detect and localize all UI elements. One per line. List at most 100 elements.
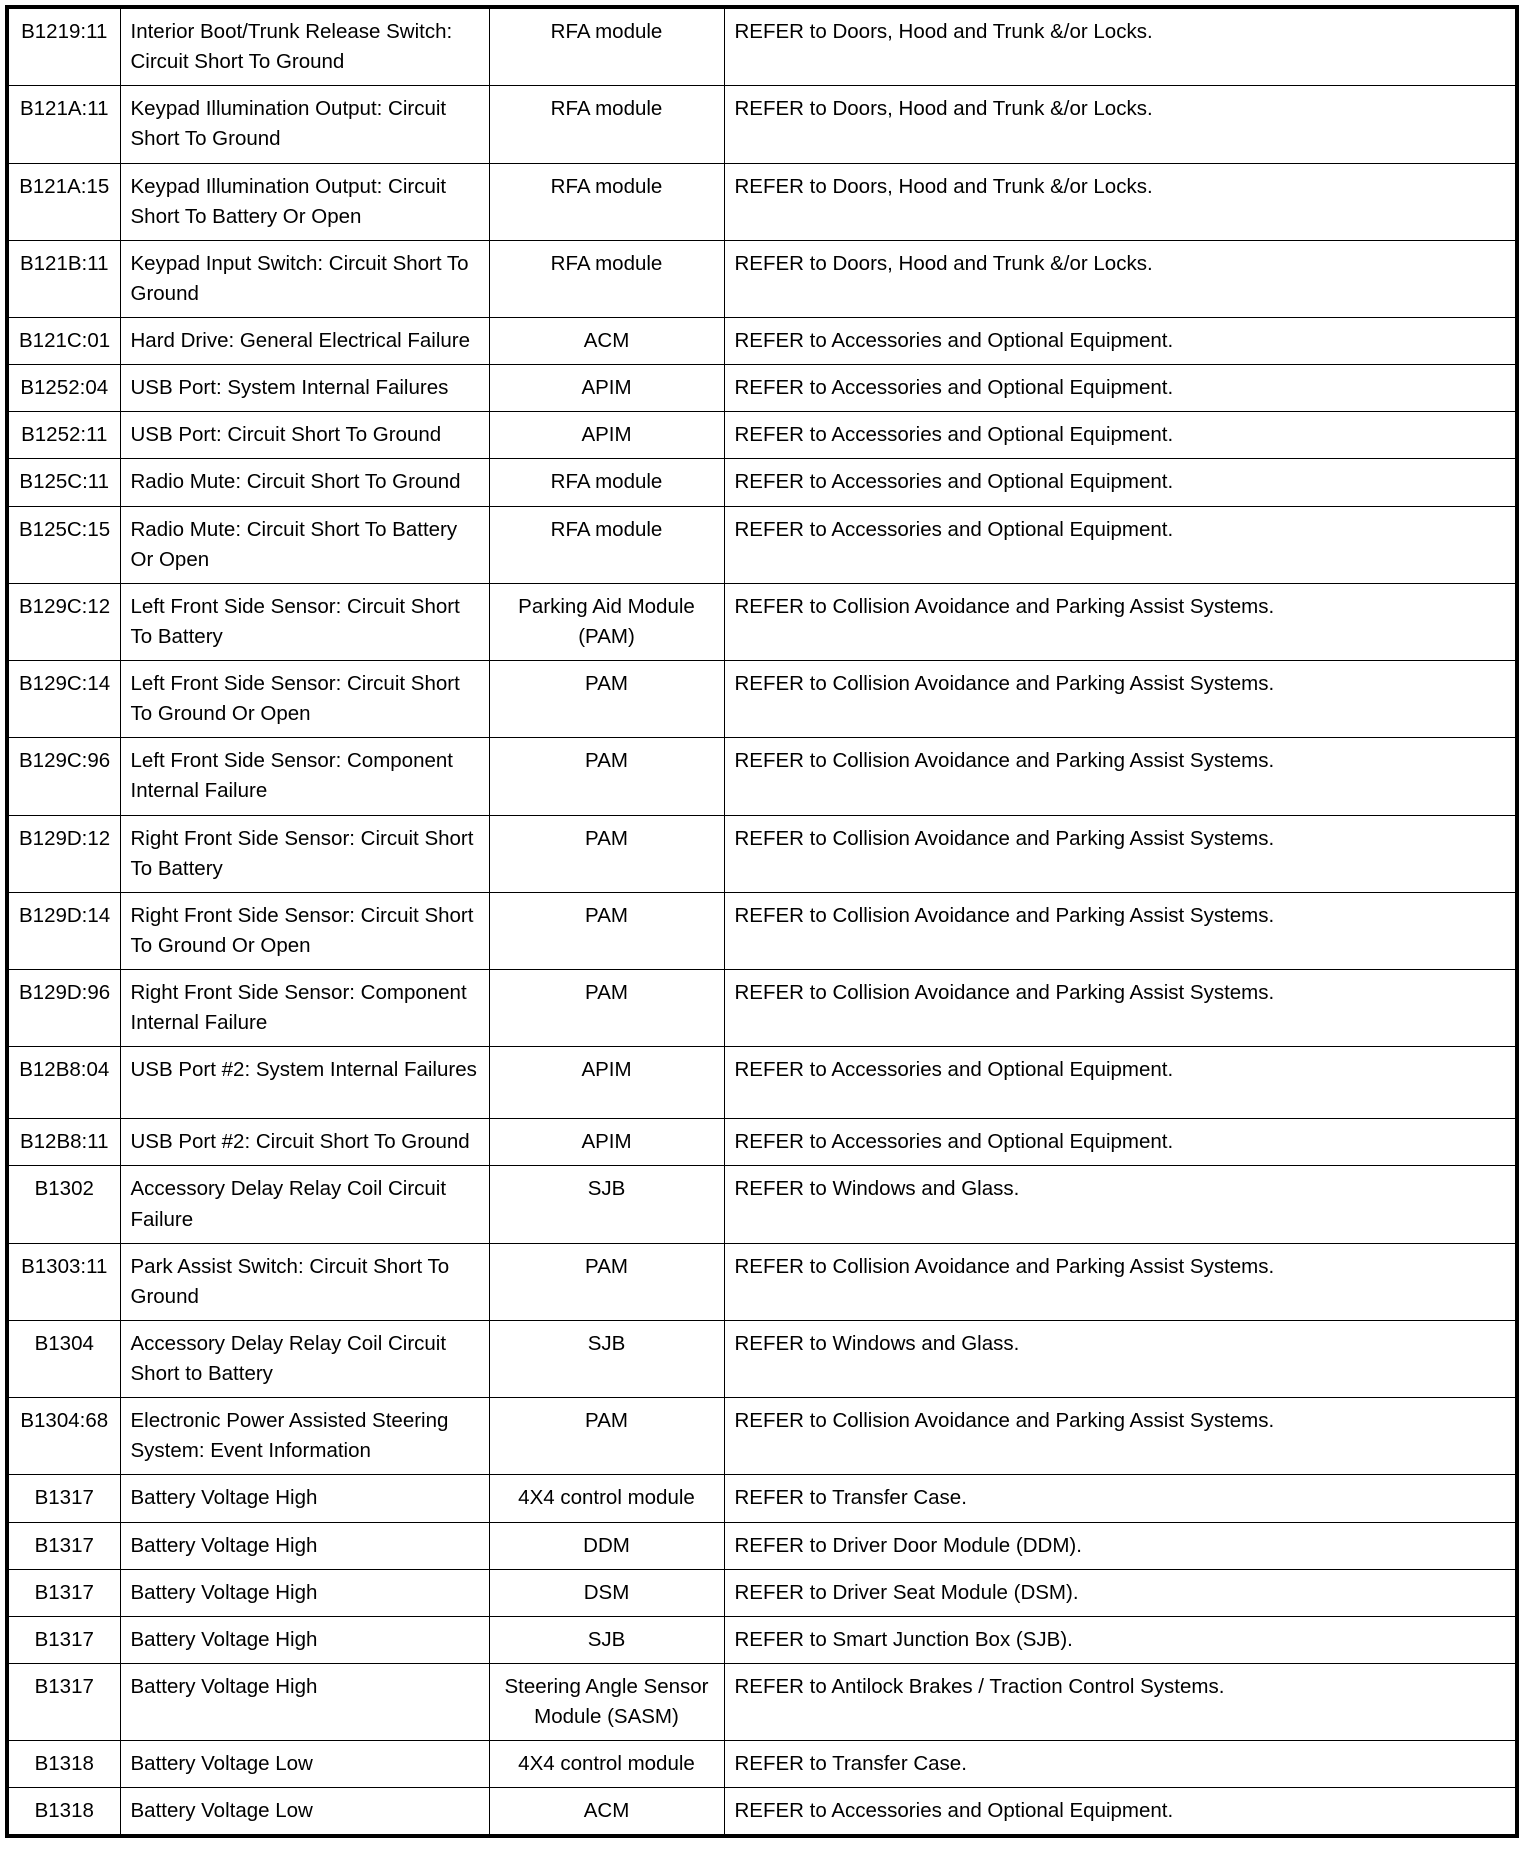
dtc-action-cell: REFER to Collision Avoidance and Parking… (723, 891, 1518, 971)
dtc-table-body: B1219:11 Interior Boot/Trunk Release Swit… (6, 6, 1518, 1837)
dtc-description-cell: Left Front Side Sensor: Component Intern… (119, 737, 490, 816)
dtc-action-cell: REFER to Accessories and Optional Equipm… (723, 1118, 1518, 1167)
dtc-code-cell: B1302 (6, 1165, 121, 1244)
dtc-description-cell: USB Port #2: System Internal Failures (119, 1046, 490, 1120)
dtc-code-cell: B12B8:11 (6, 1118, 121, 1167)
table-row: B12B8:11 USB Port #2: Circuit Short To Gr… (6, 1118, 1518, 1167)
dtc-code-cell: B1317 (6, 1521, 121, 1570)
dtc-code-cell: B1317 (6, 1474, 121, 1523)
dtc-description-cell: Battery Voltage High (119, 1521, 490, 1570)
table-row: B1304 Accessory Delay Relay Coil Circuit … (6, 1319, 1518, 1399)
table-row: B125C:15 Radio Mute: Circuit Short To Bat… (6, 505, 1518, 584)
table-row: B125C:11 Radio Mute: Circuit Short To Gro… (6, 458, 1518, 507)
dtc-action-cell: REFER to Driver Door Module (DDM). (723, 1521, 1518, 1570)
dtc-description-cell: Right Front Side Sensor: Circuit Short T… (119, 891, 490, 971)
dtc-module-cell: 4X4 control module (488, 1474, 725, 1523)
table-row: B12B8:04 USB Port #2: System Internal Fai… (6, 1046, 1518, 1120)
dtc-action-cell: REFER to Doors, Hood and Trunk &/or Lock… (723, 239, 1518, 319)
dtc-description-cell: Battery Voltage Low (119, 1787, 490, 1837)
table-row: B121A:11 Keypad Illumination Output: Circ… (6, 85, 1518, 164)
table-row: B1304:68 Electronic Power Assisted Steeri… (6, 1397, 1518, 1476)
dtc-action-cell: REFER to Accessories and Optional Equipm… (723, 1787, 1518, 1837)
dtc-module-cell: Parking Aid Module (PAM) (488, 582, 725, 662)
dtc-code-cell: B129C:96 (6, 737, 121, 816)
table-row: B1219:11 Interior Boot/Trunk Release Swit… (6, 6, 1518, 87)
dtc-code-cell: B1304 (6, 1319, 121, 1399)
dtc-code-cell: B121A:11 (6, 85, 121, 164)
dtc-action-cell: REFER to Accessories and Optional Equipm… (723, 364, 1518, 413)
table-row: B129D:96 Right Front Side Sensor: Compone… (6, 968, 1518, 1048)
dtc-description-cell: USB Port: System Internal Failures (119, 364, 490, 413)
dtc-code-cell: B12B8:04 (6, 1046, 121, 1120)
table-row: B1318 Battery Voltage Low 4X4 control modu… (6, 1740, 1518, 1789)
dtc-action-cell: REFER to Windows and Glass. (723, 1165, 1518, 1244)
dtc-module-cell: SJB (488, 1319, 725, 1399)
dtc-action-cell: REFER to Doors, Hood and Trunk &/or Lock… (723, 162, 1518, 241)
table-row: B1317 Battery Voltage High DDM REFER to Dri… (6, 1521, 1518, 1570)
dtc-code-cell: B129D:14 (6, 891, 121, 971)
dtc-code-cell: B1318 (6, 1740, 121, 1789)
dtc-description-cell: Battery Voltage High (119, 1615, 490, 1664)
dtc-action-cell: REFER to Collision Avoidance and Parking… (723, 814, 1518, 893)
dtc-action-cell: REFER to Collision Avoidance and Parking… (723, 737, 1518, 816)
dtc-code-cell: B1317 (6, 1615, 121, 1664)
dtc-code-cell: B129C:14 (6, 659, 121, 739)
dtc-action-cell: REFER to Accessories and Optional Equipm… (723, 458, 1518, 507)
dtc-description-cell: Keypad Illumination Output: Circuit Shor… (119, 162, 490, 241)
dtc-action-cell: REFER to Collision Avoidance and Parking… (723, 582, 1518, 662)
dtc-module-cell: ACM (488, 1787, 725, 1837)
dtc-module-cell: PAM (488, 1242, 725, 1321)
dtc-description-cell: Keypad Input Switch: Circuit Short To Gr… (119, 239, 490, 319)
dtc-module-cell: PAM (488, 891, 725, 971)
table-row: B1317 Battery Voltage High SJB REFER to Sma… (6, 1615, 1518, 1664)
dtc-code-cell: B1303:11 (6, 1242, 121, 1321)
dtc-module-cell: APIM (488, 1118, 725, 1167)
dtc-description-cell: Battery Voltage Low (119, 1740, 490, 1789)
table-row: B129C:14 Left Front Side Sensor: Circuit … (6, 659, 1518, 739)
diagnostic-trouble-code-table: B1219:11 Interior Boot/Trunk Release Swit… (5, 5, 1519, 1839)
dtc-action-cell: REFER to Windows and Glass. (723, 1319, 1518, 1399)
table-row: B1317 Battery Voltage High Steering Angle … (6, 1662, 1518, 1742)
dtc-description-cell: Right Front Side Sensor: Component Inter… (119, 968, 490, 1048)
dtc-description-cell: Electronic Power Assisted Steering Syste… (119, 1397, 490, 1476)
dtc-code-cell: B121B:11 (6, 239, 121, 319)
dtc-action-cell: REFER to Accessories and Optional Equipm… (723, 316, 1518, 366)
dtc-code-cell: B1317 (6, 1568, 121, 1617)
dtc-module-cell: PAM (488, 1397, 725, 1476)
table-row: B1302 Accessory Delay Relay Coil Circuit … (6, 1165, 1518, 1244)
dtc-module-cell: SJB (488, 1165, 725, 1244)
table-row: B1303:11 Park Assist Switch: Circuit Shor… (6, 1242, 1518, 1321)
dtc-module-cell: RFA module (488, 505, 725, 584)
dtc-code-cell: B1318 (6, 1787, 121, 1837)
table-row: B129D:12 Right Front Side Sensor: Circuit… (6, 814, 1518, 893)
dtc-module-cell: PAM (488, 737, 725, 816)
dtc-description-cell: Battery Voltage High (119, 1568, 490, 1617)
dtc-module-cell: DSM (488, 1568, 725, 1617)
dtc-description-cell: Keypad Illumination Output: Circuit Shor… (119, 85, 490, 164)
dtc-module-cell: APIM (488, 1046, 725, 1120)
dtc-action-cell: REFER to Accessories and Optional Equipm… (723, 505, 1518, 584)
dtc-description-cell: Hard Drive: General Electrical Failure (119, 316, 490, 366)
table-row: B129C:12 Left Front Side Sensor: Circuit … (6, 582, 1518, 662)
dtc-action-cell: REFER to Accessories and Optional Equipm… (723, 411, 1518, 460)
dtc-action-cell: REFER to Accessories and Optional Equipm… (723, 1046, 1518, 1120)
dtc-description-cell: USB Port #2: Circuit Short To Ground (119, 1118, 490, 1167)
dtc-module-cell: ACM (488, 316, 725, 366)
dtc-code-cell: B125C:15 (6, 505, 121, 584)
dtc-module-cell: PAM (488, 659, 725, 739)
dtc-description-cell: Interior Boot/Trunk Release Switch: Circ… (119, 6, 490, 87)
dtc-code-cell: B1252:11 (6, 411, 121, 460)
dtc-description-cell: Radio Mute: Circuit Short To Battery Or … (119, 505, 490, 584)
dtc-action-cell: REFER to Doors, Hood and Trunk &/or Lock… (723, 85, 1518, 164)
table-row: B1317 Battery Voltage High 4X4 control mod… (6, 1474, 1518, 1523)
dtc-description-cell: USB Port: Circuit Short To Ground (119, 411, 490, 460)
dtc-description-cell: Battery Voltage High (119, 1474, 490, 1523)
dtc-module-cell: APIM (488, 411, 725, 460)
dtc-action-cell: REFER to Collision Avoidance and Parking… (723, 1397, 1518, 1476)
dtc-description-cell: Left Front Side Sensor: Circuit Short To… (119, 582, 490, 662)
dtc-description-cell: Left Front Side Sensor: Circuit Short To… (119, 659, 490, 739)
dtc-module-cell: PAM (488, 814, 725, 893)
dtc-code-cell: B1252:04 (6, 364, 121, 413)
dtc-description-cell: Accessory Delay Relay Coil Circuit Failu… (119, 1165, 490, 1244)
